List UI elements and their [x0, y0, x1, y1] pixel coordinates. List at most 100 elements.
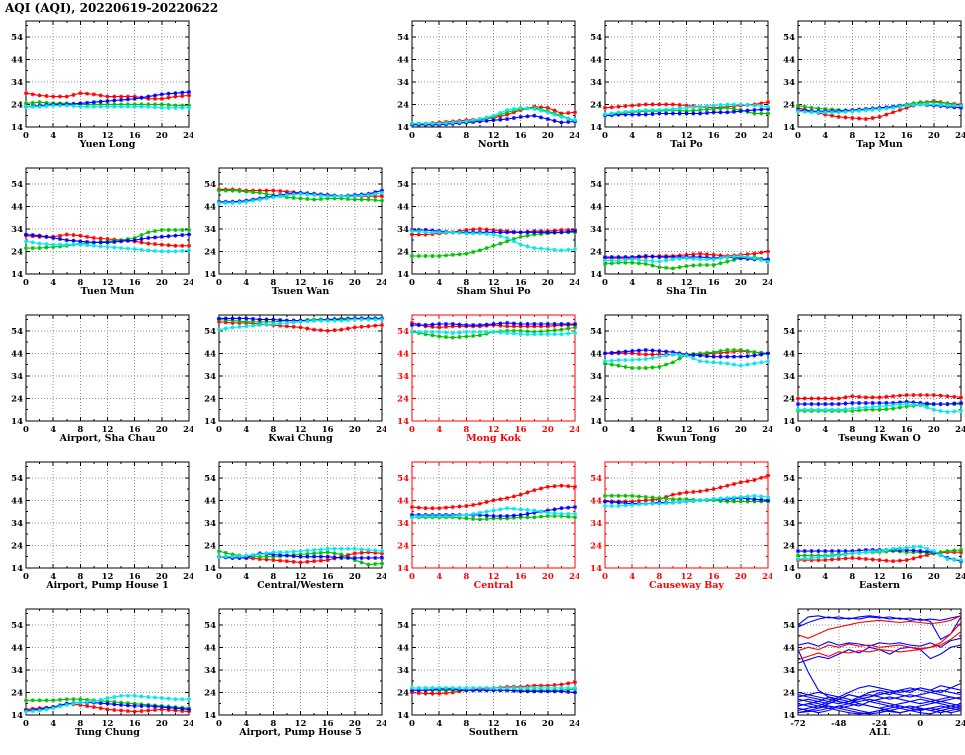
svg-text:16: 16: [708, 572, 720, 582]
svg-text:16: 16: [901, 425, 913, 435]
svg-text:34: 34: [590, 372, 602, 382]
svg-text:12: 12: [102, 425, 114, 435]
chart-panel-causeway-bay: 14 24 34 44 54 0 4 8 12 16 20 24 Causeway Bay: [579, 457, 772, 604]
svg-text:20: 20: [349, 425, 361, 435]
plot-tsuen-wan: 14 24 34 44 54 0 4 8 12 16 20 24: [204, 167, 386, 288]
svg-text:12: 12: [488, 425, 500, 435]
svg-text:8: 8: [270, 572, 276, 582]
svg-text:34: 34: [11, 666, 23, 676]
svg-text:44: 44: [397, 349, 409, 359]
svg-text:34: 34: [204, 372, 216, 382]
panel-title: Tseung Kwan O: [838, 433, 921, 444]
svg-text:54: 54: [590, 33, 602, 43]
svg-text:24: 24: [183, 572, 193, 582]
svg-text:44: 44: [11, 643, 23, 653]
svg-text:54: 54: [11, 180, 23, 190]
svg-text:24: 24: [955, 425, 965, 435]
svg-text:14: 14: [590, 270, 602, 280]
svg-text:34: 34: [204, 666, 216, 676]
svg-text:44: 44: [204, 496, 216, 506]
svg-text:16: 16: [708, 425, 720, 435]
svg-text:24: 24: [204, 394, 216, 404]
chart-panel-sha-tin: 14 24 34 44 54 0 4 8 12 16 20 24 Sha Tin: [579, 163, 772, 310]
svg-text:12: 12: [295, 572, 307, 582]
svg-text:14: 14: [204, 417, 216, 427]
chart-panel-tap-mun: 14 24 34 44 54 0 4 8 12 16 20 24 Tap Mun: [772, 16, 965, 163]
svg-text:0: 0: [795, 572, 801, 582]
svg-text:14: 14: [783, 123, 795, 133]
empty-cell: [772, 163, 965, 310]
svg-text:54: 54: [397, 327, 409, 337]
svg-text:54: 54: [11, 327, 23, 337]
svg-text:24: 24: [783, 541, 795, 551]
panel-title: Tuen Mun: [80, 286, 135, 297]
chart-panel-tuen-mun: 14 24 34 44 54 0 4 8 12 16 20 24 Tuen Mun: [0, 163, 193, 310]
svg-text:12: 12: [102, 719, 114, 729]
svg-text:4: 4: [822, 131, 828, 141]
svg-text:20: 20: [542, 572, 554, 582]
svg-text:8: 8: [656, 425, 662, 435]
svg-text:0: 0: [602, 425, 608, 435]
plot-central: 14 24 34 44 54 0 4 8 12 16 20 24: [397, 461, 579, 582]
svg-text:24: 24: [11, 541, 23, 551]
svg-text:0: 0: [409, 131, 415, 141]
svg-text:0: 0: [216, 572, 222, 582]
svg-text:16: 16: [708, 278, 720, 288]
chart-panel-sham-shui-po: 14 24 34 44 54 0 4 8 12 16 20 24 Sham Shui Po: [386, 163, 579, 310]
svg-text:24: 24: [376, 278, 386, 288]
svg-text:54: 54: [783, 474, 795, 484]
svg-text:20: 20: [542, 425, 554, 435]
svg-text:14: 14: [11, 123, 23, 133]
svg-text:34: 34: [783, 519, 795, 529]
svg-text:12: 12: [102, 278, 114, 288]
svg-text:14: 14: [783, 564, 795, 574]
panel-title: Southern: [468, 727, 519, 738]
svg-text:34: 34: [204, 225, 216, 235]
svg-text:4: 4: [629, 572, 635, 582]
plot-southern: 14 24 34 44 54 0 4 8 12 16 20 24: [397, 608, 579, 729]
svg-text:16: 16: [129, 425, 141, 435]
svg-text:20: 20: [156, 572, 168, 582]
chart-panel-airport-pump-house-5: 14 24 34 44 54 0 4 8 12 16 20 24 Airport, Pump House…: [193, 604, 386, 751]
svg-text:20: 20: [928, 572, 940, 582]
svg-text:0: 0: [23, 278, 29, 288]
svg-text:44: 44: [783, 496, 795, 506]
svg-text:24: 24: [955, 131, 965, 141]
svg-text:54: 54: [11, 474, 23, 484]
svg-text:16: 16: [515, 572, 527, 582]
svg-text:54: 54: [590, 180, 602, 190]
svg-text:34: 34: [590, 225, 602, 235]
svg-text:12: 12: [488, 572, 500, 582]
svg-text:24: 24: [204, 247, 216, 257]
svg-text:16: 16: [515, 278, 527, 288]
svg-text:24: 24: [11, 688, 23, 698]
svg-text:4: 4: [436, 572, 442, 582]
svg-text:4: 4: [629, 425, 635, 435]
svg-text:24: 24: [783, 394, 795, 404]
svg-text:-72: -72: [790, 719, 805, 729]
svg-text:8: 8: [463, 572, 469, 582]
svg-text:20: 20: [349, 572, 361, 582]
svg-text:24: 24: [783, 100, 795, 110]
svg-text:24: 24: [397, 247, 409, 257]
plot-airport-pump-house-5: 14 24 34 44 54 0 4 8 12 16 20 24: [204, 608, 386, 729]
svg-text:44: 44: [783, 349, 795, 359]
svg-text:12: 12: [295, 278, 307, 288]
svg-text:14: 14: [397, 123, 409, 133]
svg-text:24: 24: [590, 247, 602, 257]
svg-text:14: 14: [783, 711, 795, 721]
plot-all: 14 24 34 44 54 -72 -48 -24 0 24: [783, 608, 965, 729]
panel-title: Kwai Chung: [268, 433, 333, 444]
svg-text:12: 12: [681, 572, 693, 582]
plot-central-western: 14 24 34 44 54 0 4 8 12 16 20 24: [204, 461, 386, 582]
chart-panel-tung-chung: 14 24 34 44 54 0 4 8 12 16 20 24 Tung Chung: [0, 604, 193, 751]
svg-text:34: 34: [11, 78, 23, 88]
svg-text:16: 16: [129, 572, 141, 582]
svg-text:54: 54: [590, 327, 602, 337]
svg-text:0: 0: [23, 572, 29, 582]
svg-text:54: 54: [397, 474, 409, 484]
svg-text:8: 8: [656, 572, 662, 582]
chart-panel-kwun-tong: 14 24 34 44 54 0 4 8 12 16 20 24 Kwun Tong: [579, 310, 772, 457]
svg-text:24: 24: [590, 394, 602, 404]
plot-mong-kok: 14 24 34 44 54 0 4 8 12 16 20 24: [397, 314, 579, 435]
